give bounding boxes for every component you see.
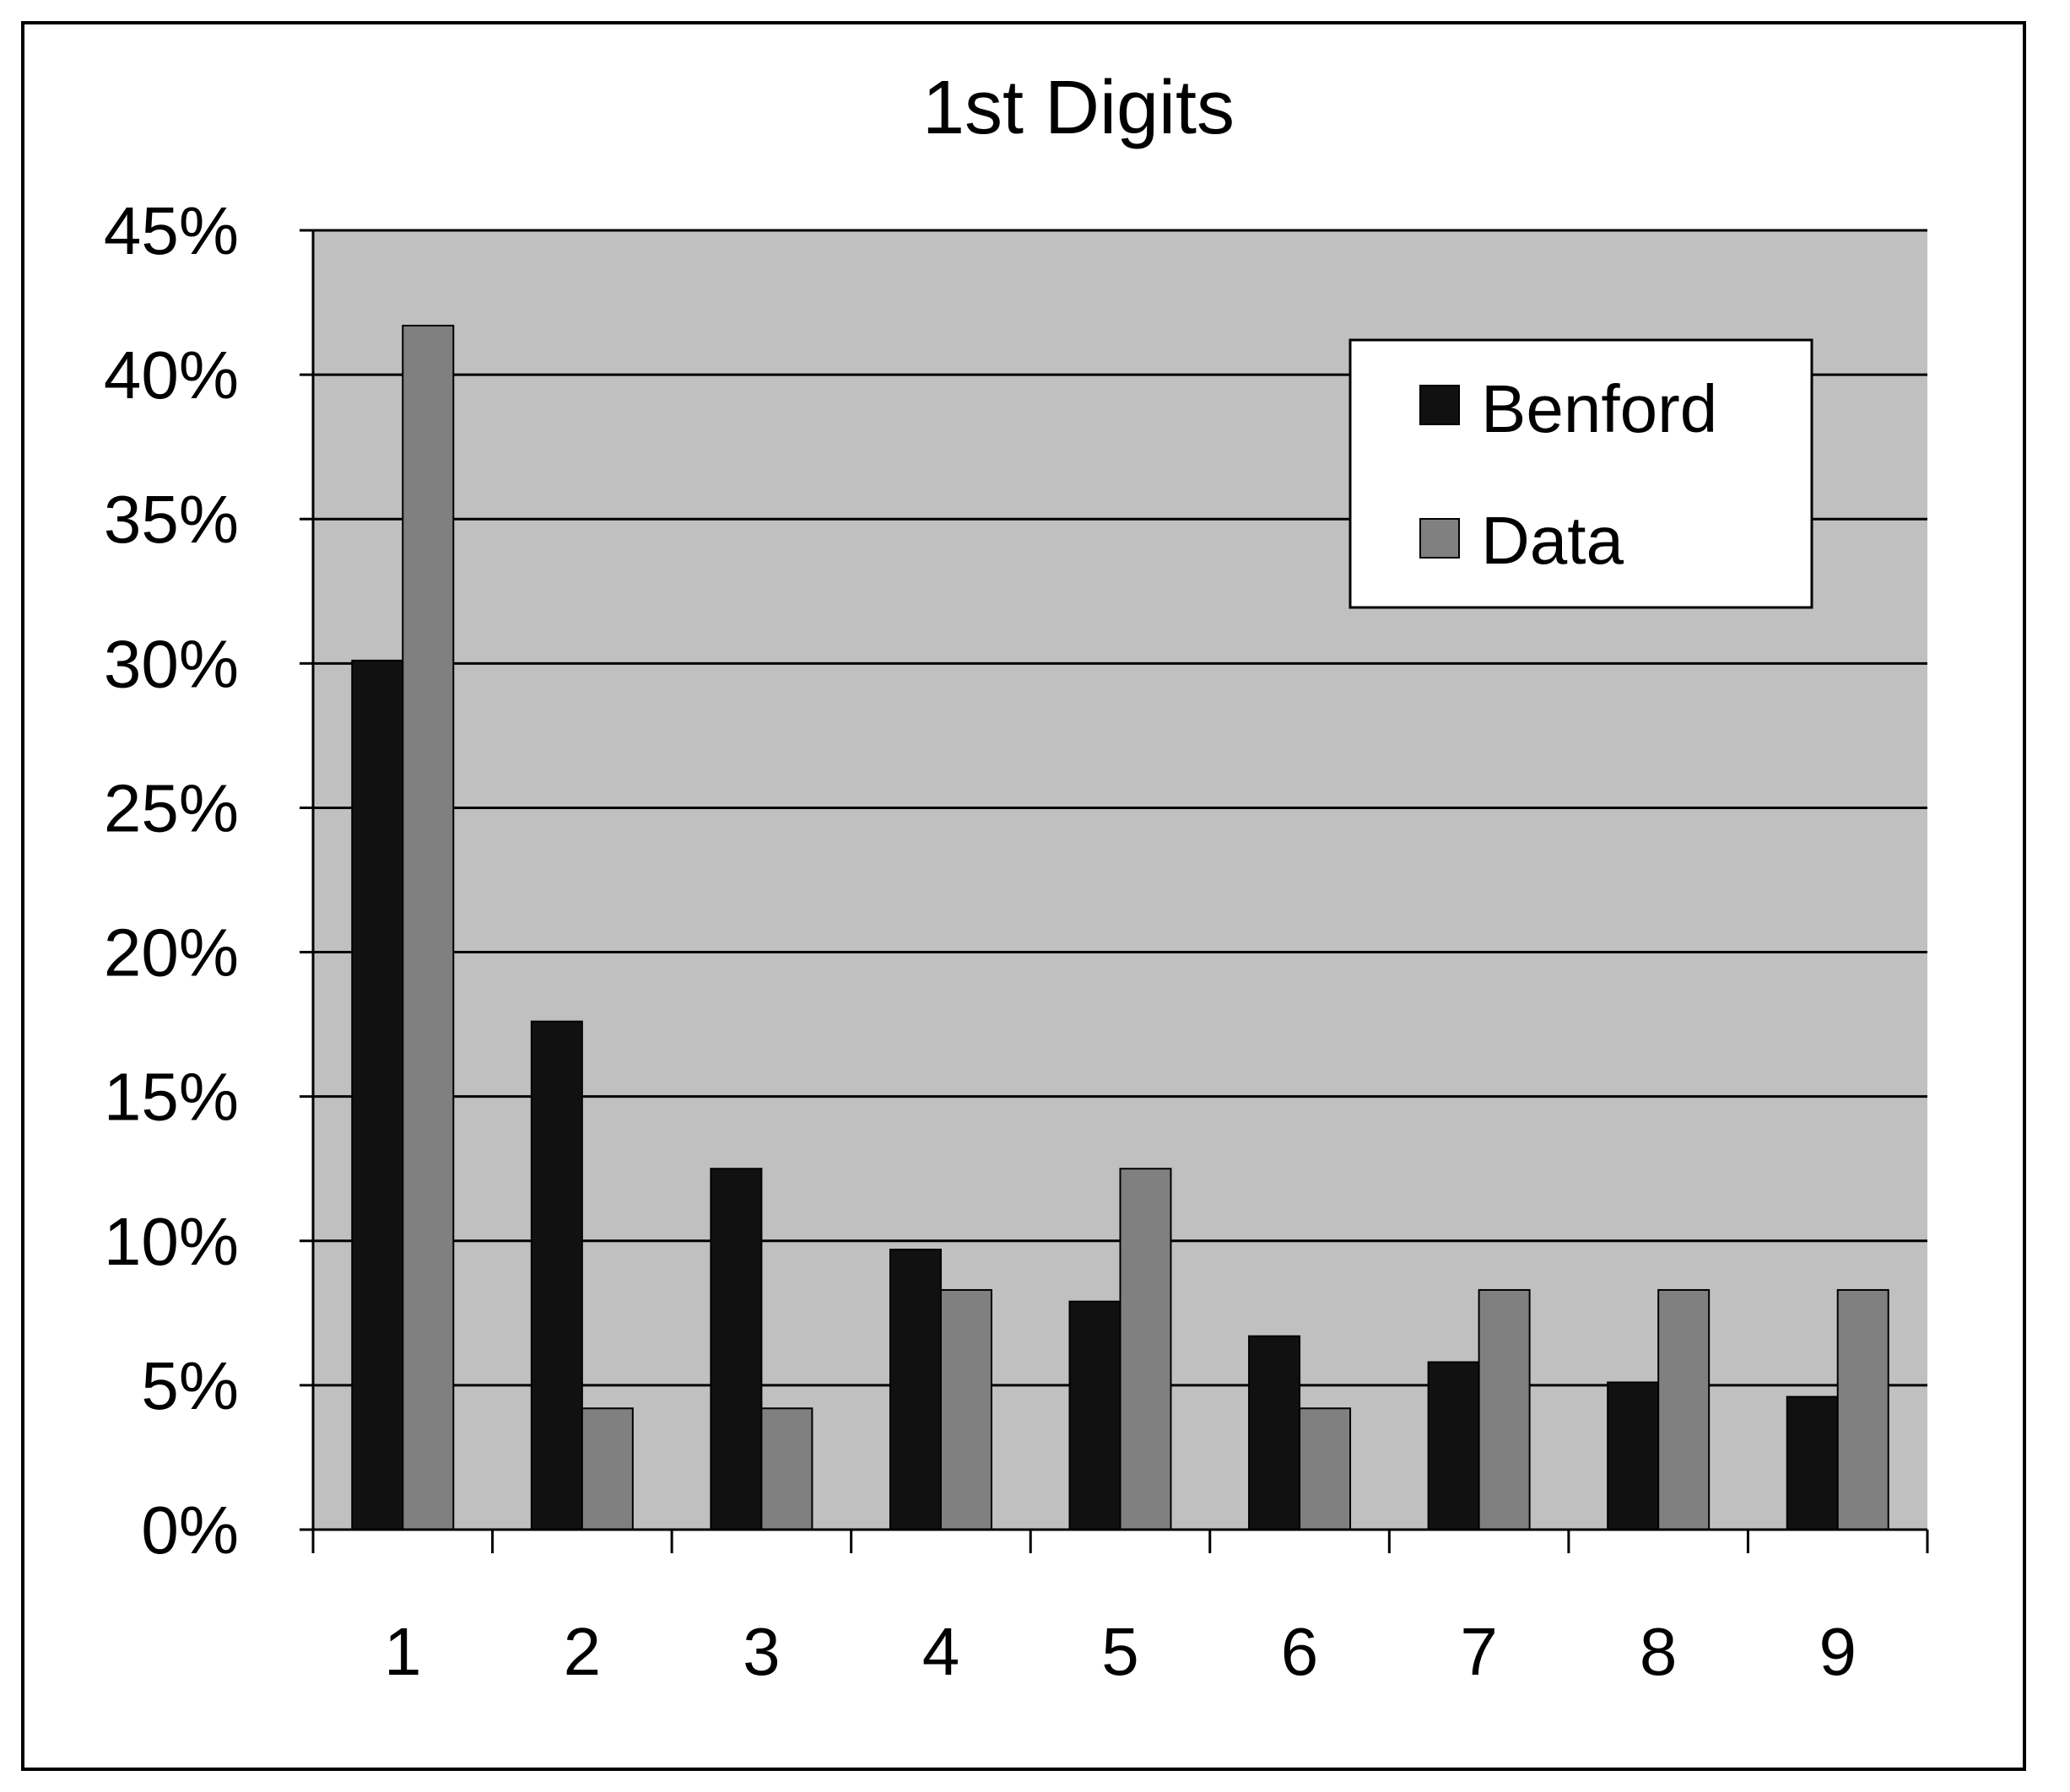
x-tick-label: 9 bbox=[1819, 1614, 1857, 1689]
bar-data-2 bbox=[581, 1407, 634, 1531]
bar-benford-8 bbox=[1607, 1381, 1660, 1531]
bar-data-9 bbox=[1836, 1288, 1889, 1530]
axes bbox=[300, 229, 1929, 1553]
legend-box bbox=[1348, 338, 1813, 609]
y-tick-label: 15% bbox=[104, 1060, 239, 1135]
bar-benford-3 bbox=[710, 1168, 763, 1530]
y-tick-label: 45% bbox=[104, 193, 239, 268]
y-tick-label: 10% bbox=[104, 1204, 239, 1279]
y-tick-label: 0% bbox=[141, 1492, 239, 1568]
bar-data-7 bbox=[1478, 1288, 1531, 1530]
bar-benford-6 bbox=[1248, 1335, 1301, 1530]
chart-title: 1st Digits bbox=[922, 66, 1235, 150]
y-tick-label: 30% bbox=[104, 626, 239, 701]
bar-data-6 bbox=[1299, 1407, 1352, 1531]
y-tick-label: 20% bbox=[104, 915, 239, 990]
legend-label-benford: Benford bbox=[1481, 371, 1717, 446]
bar-data-4 bbox=[939, 1288, 992, 1530]
legend-label-data: Data bbox=[1481, 503, 1624, 578]
x-tick-label: 7 bbox=[1460, 1614, 1498, 1689]
bars bbox=[351, 324, 1889, 1531]
x-tick-label: 6 bbox=[1281, 1614, 1319, 1689]
bar-data-8 bbox=[1657, 1288, 1711, 1530]
legend: Benford Data bbox=[1348, 338, 1813, 609]
bar-benford-4 bbox=[889, 1249, 942, 1530]
bar-benford-9 bbox=[1786, 1395, 1839, 1530]
y-tick-label: 40% bbox=[104, 337, 239, 413]
y-tick-labels: 0% 5% 10% 15% 20% 25% 30% 35% 40% 45% bbox=[104, 193, 239, 1568]
legend-swatch-benford bbox=[1419, 385, 1460, 425]
bar-benford-1 bbox=[351, 659, 404, 1530]
bar-data-3 bbox=[760, 1407, 813, 1531]
x-tick-label: 2 bbox=[564, 1614, 602, 1689]
x-tick-label: 4 bbox=[922, 1614, 960, 1689]
bar-data-1 bbox=[402, 324, 455, 1530]
bar-benford-2 bbox=[530, 1020, 583, 1530]
y-tick-label: 25% bbox=[104, 770, 239, 845]
y-tick-label: 35% bbox=[104, 482, 239, 557]
x-tick-label: 5 bbox=[1101, 1614, 1139, 1689]
bar-benford-7 bbox=[1427, 1361, 1480, 1530]
x-tick-label: 8 bbox=[1640, 1614, 1678, 1689]
x-tick-labels: 1 2 3 4 5 6 7 8 9 bbox=[384, 1614, 1857, 1689]
x-tick-label: 1 bbox=[384, 1614, 422, 1689]
bar-benford-5 bbox=[1068, 1300, 1121, 1530]
bar-data-5 bbox=[1119, 1168, 1172, 1530]
legend-swatch-data bbox=[1419, 518, 1460, 559]
y-tick-label: 5% bbox=[141, 1348, 239, 1423]
x-tick-label: 3 bbox=[743, 1614, 781, 1689]
